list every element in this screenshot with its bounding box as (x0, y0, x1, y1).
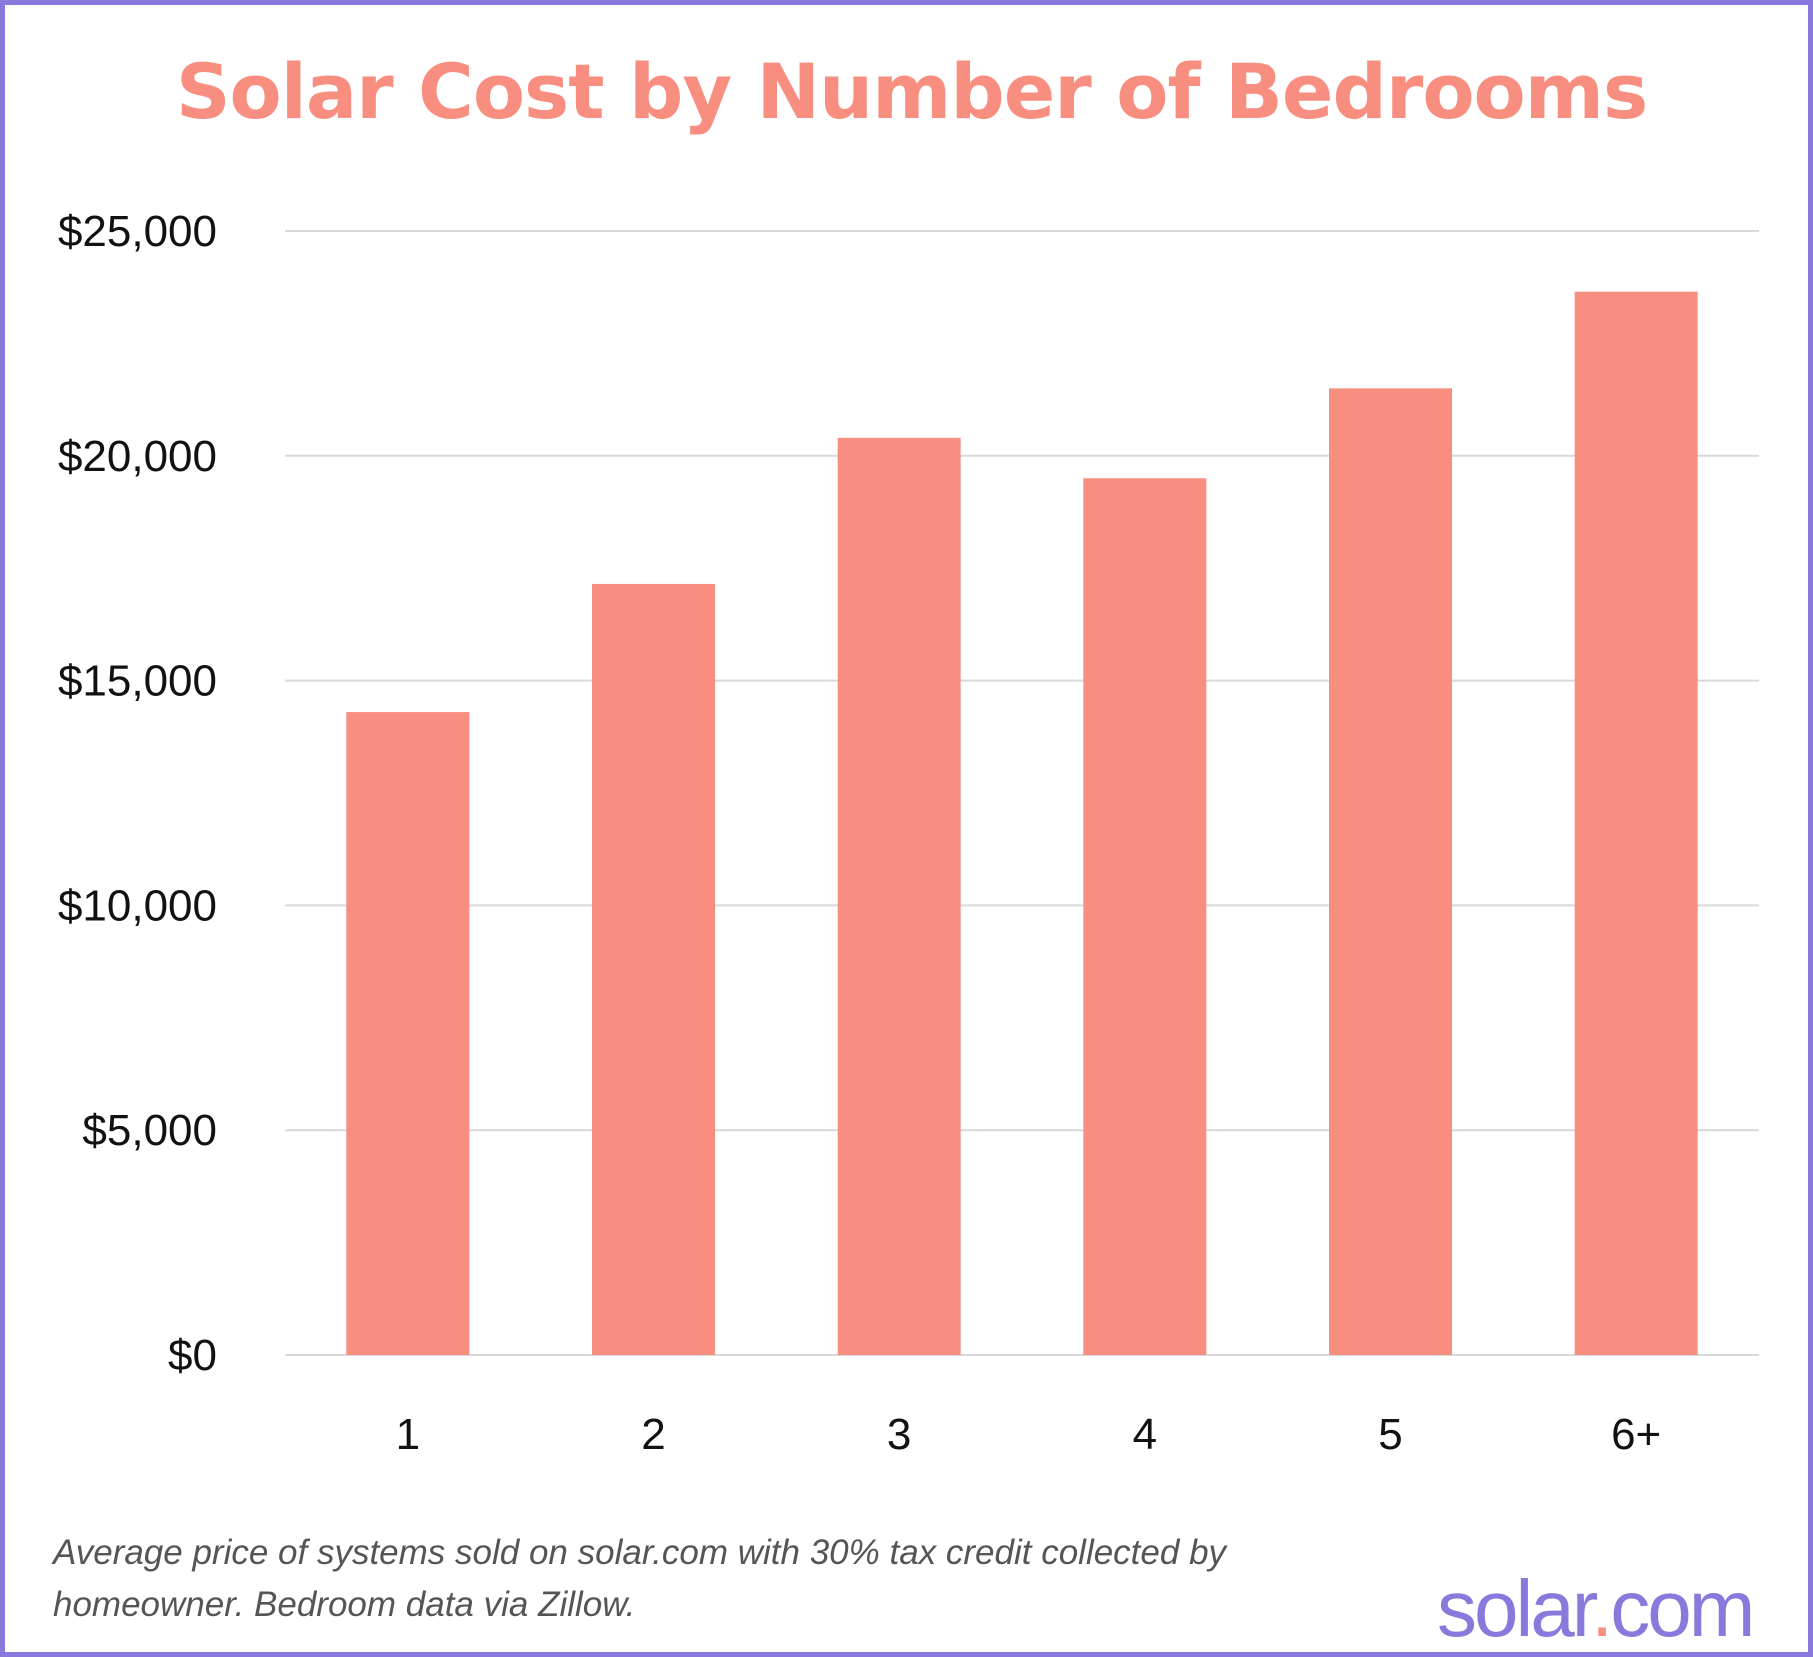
bar-chart: $0 $5,000 $10,000 $15,000 $20,000 $25,000 1 2 3 4… (58, 207, 1759, 1459)
bar (346, 712, 470, 1355)
bar (837, 437, 961, 1355)
chart-footnote: Average price of systems sold on solar.c… (53, 1527, 1373, 1631)
footnote-line-1: Average price of systems sold on solar.c… (53, 1533, 1227, 1572)
x-tick-label: 5 (1378, 1410, 1402, 1459)
bar (592, 583, 715, 1355)
logo-text-com: com (1610, 1564, 1755, 1653)
x-tick-label: 3 (887, 1410, 911, 1459)
y-tick-label: $0 (168, 1331, 217, 1380)
bar (1329, 388, 1452, 1355)
x-tick-label: 2 (641, 1410, 665, 1459)
x-tick-label: 4 (1133, 1410, 1157, 1459)
solar-com-logo: solar.com (1437, 1563, 1755, 1655)
logo-dot: . (1590, 1564, 1613, 1653)
y-tick-label: $5,000 (82, 1106, 217, 1155)
y-tick-label: $20,000 (58, 432, 217, 481)
footnote-line-2: homeowner. Bedroom data via Zillow. (53, 1585, 636, 1624)
x-tick-label: 6+ (1611, 1410, 1661, 1459)
logo-text-solar: solar (1437, 1564, 1594, 1653)
bar (1083, 478, 1207, 1355)
y-tick-label: $15,000 (58, 657, 217, 706)
y-tick-label: $25,000 (58, 207, 217, 256)
y-tick-label: $10,000 (58, 881, 217, 930)
x-tick-label: 1 (396, 1410, 420, 1459)
bar (1574, 291, 1698, 1355)
chart-title: Solar Cost by Number of Bedrooms (175, 47, 1648, 136)
